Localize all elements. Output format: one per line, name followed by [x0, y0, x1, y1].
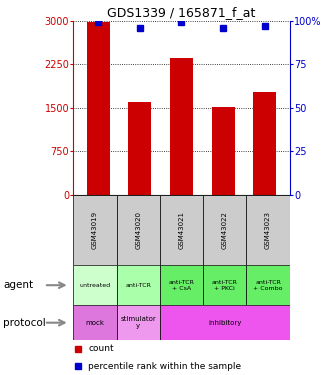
Bar: [253, 92, 276, 195]
Text: mock: mock: [85, 320, 105, 326]
Text: count: count: [89, 344, 114, 353]
Text: untreated: untreated: [79, 283, 111, 288]
Bar: [129, 102, 151, 195]
Bar: [117, 195, 160, 265]
Bar: [160, 305, 290, 340]
Text: percentile rank within the sample: percentile rank within the sample: [89, 362, 241, 371]
Bar: [160, 265, 203, 305]
Text: GSM43019: GSM43019: [92, 211, 98, 249]
Text: GSM43020: GSM43020: [135, 211, 141, 249]
Text: anti-TCR
+ Combo: anti-TCR + Combo: [253, 280, 283, 291]
Text: anti-TCR
+ PKCi: anti-TCR + PKCi: [212, 280, 238, 291]
Text: inhibitory: inhibitory: [208, 320, 241, 326]
Bar: [246, 265, 290, 305]
Bar: [170, 58, 193, 195]
Title: GDS1339 / 165871_f_at: GDS1339 / 165871_f_at: [107, 6, 256, 20]
Text: agent: agent: [3, 280, 33, 290]
Bar: [73, 195, 117, 265]
Text: GSM43023: GSM43023: [265, 211, 271, 249]
Text: GSM43022: GSM43022: [222, 211, 228, 249]
Bar: [73, 265, 117, 305]
Text: anti-TCR
+ CsA: anti-TCR + CsA: [168, 280, 194, 291]
Text: GSM43021: GSM43021: [178, 211, 184, 249]
Bar: [117, 265, 160, 305]
Bar: [73, 305, 117, 340]
Bar: [203, 265, 246, 305]
Bar: [160, 195, 203, 265]
Text: anti-TCR: anti-TCR: [125, 283, 151, 288]
Bar: [246, 195, 290, 265]
Text: stimulator
y: stimulator y: [120, 316, 156, 329]
Text: protocol: protocol: [3, 318, 46, 328]
Bar: [212, 107, 234, 195]
Bar: [203, 195, 246, 265]
Bar: [117, 305, 160, 340]
Bar: [87, 22, 110, 195]
